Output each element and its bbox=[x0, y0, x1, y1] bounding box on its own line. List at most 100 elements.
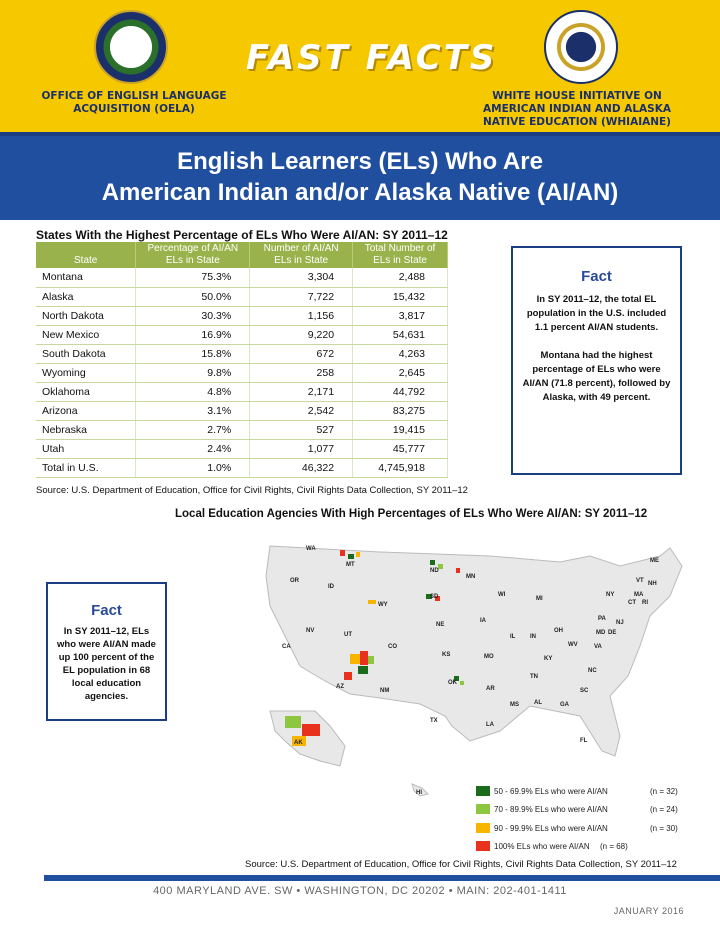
map-state-label: KS bbox=[442, 652, 450, 658]
value-cell: 2.4% bbox=[135, 439, 251, 459]
legend-count: (n = 30) bbox=[650, 824, 678, 833]
col-header: Number of AI/AN ELs in State bbox=[249, 242, 354, 268]
value-cell: 2,171 bbox=[249, 382, 354, 402]
lea-marker bbox=[426, 594, 432, 599]
lea-marker bbox=[368, 600, 376, 604]
map-state-label: MA bbox=[634, 592, 644, 598]
hawaii-shape bbox=[411, 783, 429, 797]
table-row: Utah 2.4% 1,077 45,777 bbox=[36, 439, 448, 459]
legend-label: 70 - 89.9% ELs who were AI/AN bbox=[494, 805, 608, 814]
table-header-row: State Percentage of AI/AN ELs in State N… bbox=[36, 242, 448, 268]
table-row: Wyoming 9.8% 258 2,645 bbox=[36, 363, 448, 383]
fact-heading: Fact bbox=[581, 268, 612, 285]
lea-marker bbox=[285, 716, 301, 728]
map-state-label: AR bbox=[486, 686, 495, 692]
map-state-label: IN bbox=[530, 634, 536, 640]
map-state-label: GA bbox=[560, 702, 570, 708]
value-cell: 4,263 bbox=[352, 344, 448, 364]
legend-count: (n = 32) bbox=[650, 787, 678, 796]
value-cell: 3,304 bbox=[249, 268, 354, 288]
fact-text: Montana had the highest percentage of EL… bbox=[522, 350, 671, 403]
fact-text: In SY 2011–12, the total EL population i… bbox=[526, 294, 667, 333]
lea-marker bbox=[292, 736, 306, 746]
state-cell: South Dakota bbox=[36, 344, 137, 364]
value-cell: 46,322 bbox=[249, 458, 354, 478]
lea-marker bbox=[350, 654, 360, 664]
map-state-label: MI bbox=[536, 596, 543, 602]
value-cell: 672 bbox=[249, 344, 354, 364]
lea-markers bbox=[285, 550, 464, 746]
us-mainland-shape bbox=[265, 545, 683, 757]
lea-marker bbox=[460, 681, 464, 685]
lea-marker bbox=[344, 672, 352, 680]
map-state-label: ID bbox=[328, 584, 335, 590]
map-state-label: VA bbox=[594, 644, 603, 650]
map-state-label: ND bbox=[430, 568, 439, 574]
map-state-label: TX bbox=[430, 718, 438, 724]
value-cell: 19,415 bbox=[352, 420, 448, 440]
state-cell: Alaska bbox=[36, 287, 137, 307]
fact-box-1: Fact In SY 2011–12, the total EL populat… bbox=[511, 246, 682, 475]
header-banner: FAST FACTS OFFICE OF ENGLISH LANGUAGE AC… bbox=[0, 0, 720, 132]
map-state-label: FL bbox=[580, 738, 588, 744]
state-cell: Arizona bbox=[36, 401, 137, 421]
value-cell: 44,792 bbox=[352, 382, 448, 402]
states-table: State Percentage of AI/AN ELs in State N… bbox=[36, 242, 448, 478]
legend-label: 90 - 99.9% ELs who were AI/AN bbox=[494, 824, 608, 833]
map-state-label: MT bbox=[346, 562, 355, 568]
value-cell: 83,275 bbox=[352, 401, 448, 421]
map-state-label: MD bbox=[596, 630, 606, 636]
state-cell: Total in U.S. bbox=[36, 458, 137, 478]
fact-box-2: Fact In SY 2011–12, ELs who were AI/AN m… bbox=[46, 582, 167, 721]
table-row: New Mexico 16.9% 9,220 54,631 bbox=[36, 325, 448, 345]
page-title-line2: American Indian and/or Alaska Native (AI… bbox=[101, 179, 619, 206]
map-source: Source: U.S. Department of Education, Of… bbox=[245, 859, 677, 870]
map-state-label: DE bbox=[608, 630, 616, 636]
value-cell: 2.7% bbox=[135, 420, 251, 440]
map-state-label: WY bbox=[378, 602, 388, 608]
table-row: Alaska 50.0% 7,722 15,432 bbox=[36, 287, 448, 307]
col-header: Percentage of AI/AN ELs in State bbox=[135, 242, 251, 268]
map-state-label: AZ bbox=[336, 684, 344, 690]
lea-marker bbox=[456, 568, 460, 573]
value-cell: 4,745,918 bbox=[352, 458, 448, 478]
value-cell: 2,488 bbox=[352, 268, 448, 288]
map-state-label: OK bbox=[448, 680, 458, 686]
map-title: Local Education Agencies With High Perce… bbox=[175, 508, 648, 520]
lea-marker bbox=[356, 552, 360, 557]
table-row: Oklahoma 4.8% 2,171 44,792 bbox=[36, 382, 448, 402]
legend-count: (n = 24) bbox=[650, 805, 678, 814]
map-state-label: MN bbox=[466, 574, 475, 580]
value-cell: 2,645 bbox=[352, 363, 448, 383]
page-title: English Learners (ELs) Who Are American … bbox=[0, 146, 720, 208]
state-cell: New Mexico bbox=[36, 325, 137, 345]
map-state-label: NH bbox=[648, 581, 657, 587]
value-cell: 15.8% bbox=[135, 344, 251, 364]
map-state-label: OH bbox=[554, 628, 563, 634]
table-row: South Dakota 15.8% 672 4,263 bbox=[36, 344, 448, 364]
map-state-label: WI bbox=[498, 592, 506, 598]
state-cell: Oklahoma bbox=[36, 382, 137, 402]
fact-heading: Fact bbox=[91, 602, 122, 619]
page-title-line1: English Learners (ELs) Who Are bbox=[177, 148, 543, 175]
value-cell: 9.8% bbox=[135, 363, 251, 383]
map-state-label: TN bbox=[530, 674, 538, 680]
table-row: Montana 75.3% 3,304 2,488 bbox=[36, 268, 448, 288]
title-band bbox=[0, 132, 720, 220]
table-title: States With the Highest Percentage of EL… bbox=[36, 228, 448, 242]
map-state-label: KY bbox=[544, 656, 552, 662]
legend-swatch-50-69 bbox=[476, 786, 490, 796]
map-state-label: NY bbox=[606, 592, 614, 598]
department-of-education-seal-icon bbox=[94, 10, 168, 84]
map-state-label: WA bbox=[306, 546, 316, 552]
oela-org-name: OFFICE OF ENGLISH LANGUAGE ACQUISITION (… bbox=[41, 90, 227, 115]
legend-swatch-70-89 bbox=[476, 804, 490, 814]
value-cell: 7,722 bbox=[249, 287, 354, 307]
value-cell: 1,156 bbox=[249, 306, 354, 326]
map-state-label: ME bbox=[650, 558, 659, 564]
footer-divider bbox=[44, 875, 720, 881]
alaska-shape bbox=[269, 710, 346, 767]
state-cell: Wyoming bbox=[36, 363, 137, 383]
state-cell: North Dakota bbox=[36, 306, 137, 326]
map-state-label: CO bbox=[388, 644, 397, 650]
